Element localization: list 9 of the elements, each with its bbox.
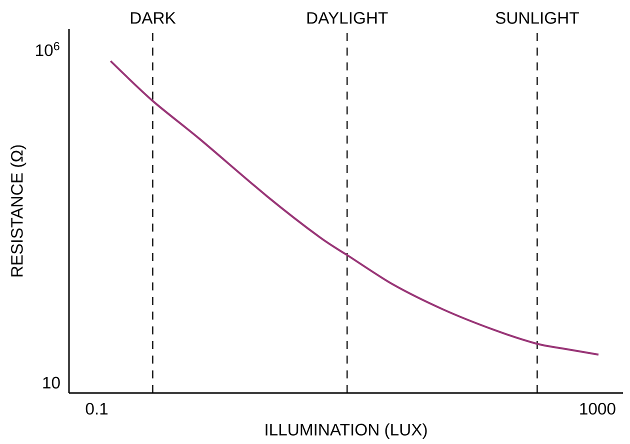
- x-axis-title: ILLUMINATION (LUX): [266, 423, 427, 439]
- ref-line-label: DARK: [130, 12, 176, 24]
- y-axis-title: RESISTANCE (Ω): [10, 145, 26, 276]
- y-tick-label: 10$^{6}$: [36, 42, 60, 56]
- y-tick-label: 10: [43, 376, 60, 388]
- x-tick-label: 0.1: [86, 402, 108, 414]
- ref-line-label: SUNLIGHT: [496, 12, 579, 24]
- x-tick-label: 1000: [580, 402, 616, 414]
- ref-line-label: DAYLIGHT: [307, 12, 388, 24]
